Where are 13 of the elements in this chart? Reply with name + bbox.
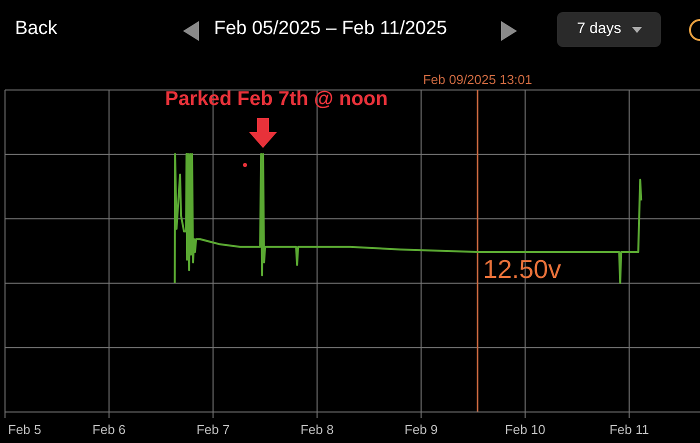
text: Parked Feb 7th @ noon xyxy=(165,88,388,111)
chart-title: Feb 05/2025 – Feb 11/2025 xyxy=(214,18,448,40)
annotation: 12.50v xyxy=(483,254,562,285)
x-tick-label: Feb 8 xyxy=(300,422,334,437)
x-tick-label: Feb 10 xyxy=(504,422,546,437)
ref-line-label: Feb 09/2025 13:01 xyxy=(422,72,532,87)
x-tick-label: Feb 6 xyxy=(92,422,126,437)
x-tick-label: Feb 11 xyxy=(609,422,649,437)
x-tick-label: Feb 7 xyxy=(196,422,230,437)
text: 7 days xyxy=(577,20,622,37)
x-tick-label: Feb 9 xyxy=(404,422,438,437)
x-tick-label: Feb 5 xyxy=(8,422,42,437)
text: Back xyxy=(15,18,58,40)
